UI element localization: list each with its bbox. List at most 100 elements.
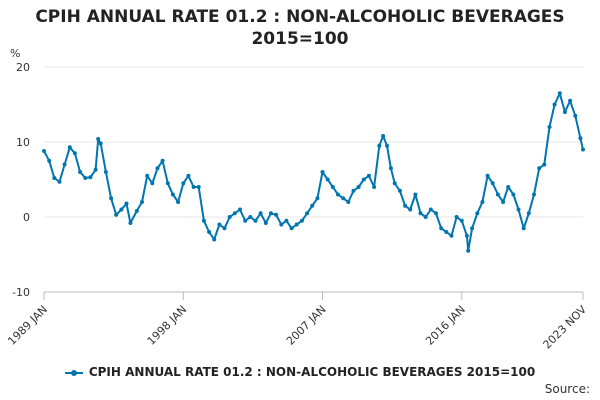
data-point — [289, 226, 294, 231]
data-point — [439, 226, 444, 231]
data-point — [140, 200, 144, 204]
data-point — [217, 222, 222, 227]
data-point — [248, 215, 253, 219]
data-point — [170, 192, 175, 197]
data-point — [72, 151, 77, 156]
data-point — [490, 181, 495, 186]
x-tick-label: 2023 NOV — [541, 303, 590, 352]
data-point — [186, 173, 191, 178]
data-point — [83, 176, 88, 180]
data-point — [279, 222, 284, 227]
y-axis-label: % — [10, 47, 20, 60]
data-point — [315, 196, 320, 201]
data-point — [351, 188, 356, 193]
data-point — [165, 181, 170, 186]
data-point — [495, 192, 500, 197]
data-point — [253, 218, 258, 223]
data-point — [212, 237, 217, 242]
data-point — [67, 145, 72, 150]
data-point — [160, 158, 165, 163]
data-point — [284, 218, 289, 223]
data-point — [47, 158, 52, 163]
data-point — [191, 185, 196, 189]
data-point — [547, 125, 552, 129]
data-point — [470, 226, 475, 231]
data-point — [459, 218, 464, 223]
data-point — [557, 91, 562, 96]
legend[interactable]: CPIH ANNUAL RATE 01.2 : NON-ALCOHOLIC BE… — [0, 365, 600, 379]
legend-swatch — [64, 369, 83, 376]
data-point — [568, 98, 573, 103]
data-point — [480, 200, 485, 204]
data-point — [377, 143, 382, 148]
data-point — [341, 196, 346, 201]
data-point — [330, 185, 335, 189]
data-point — [372, 185, 377, 189]
data-point — [454, 215, 459, 219]
data-point — [466, 248, 471, 253]
data-point — [485, 173, 490, 178]
chart-title-line-2: 2015=100 — [251, 29, 349, 49]
data-point — [366, 173, 371, 178]
data-point — [96, 137, 101, 141]
data-point — [243, 218, 248, 223]
data-point — [93, 167, 98, 172]
data-point — [238, 207, 242, 212]
data-point — [392, 181, 397, 186]
data-point — [103, 170, 108, 174]
data-point — [537, 166, 542, 171]
data-point — [501, 200, 506, 204]
data-point — [134, 209, 139, 213]
data-point — [52, 176, 57, 180]
data-point — [145, 173, 150, 178]
x-tick-label: 1989 JAN — [5, 303, 50, 348]
data-point — [155, 166, 160, 171]
data-point — [581, 147, 585, 152]
x-tick-label: 1998 JAN — [145, 303, 190, 348]
y-tick-label: 10 — [16, 136, 30, 149]
chart-title: CPIH ANNUAL RATE 01.2 : NON-ALCOHOLIC BE… — [0, 6, 600, 50]
x-tick-label: 2007 JAN — [284, 303, 329, 348]
data-point — [428, 207, 433, 212]
data-point — [124, 201, 129, 206]
data-point — [176, 200, 181, 204]
data-point — [310, 203, 315, 208]
data-point — [552, 102, 557, 107]
data-point — [114, 212, 119, 217]
data-point — [413, 192, 418, 197]
legend-label: CPIH ANNUAL RATE 01.2 : NON-ALCOHOLIC BE… — [88, 365, 536, 379]
y-tick-label: 0 — [23, 211, 30, 224]
data-point — [578, 136, 583, 141]
data-point — [196, 185, 201, 189]
data-point — [62, 162, 67, 167]
data-point — [57, 179, 62, 184]
data-point — [516, 207, 521, 212]
data-point — [263, 221, 268, 225]
data-point — [506, 185, 511, 189]
data-point — [222, 226, 227, 231]
y-tick-label: 20 — [16, 61, 30, 74]
data-point — [542, 162, 547, 167]
data-point — [562, 110, 567, 114]
data-point — [268, 211, 273, 216]
data-point — [403, 203, 408, 208]
data-point — [444, 230, 449, 234]
data-point — [42, 149, 46, 153]
data-point — [150, 181, 155, 186]
data-point — [305, 211, 310, 216]
chart-title-line-1: CPIH ANNUAL RATE 01.2 : NON-ALCOHOLIC BE… — [35, 7, 565, 27]
data-point — [381, 134, 386, 138]
data-point — [418, 211, 423, 216]
data-point — [511, 192, 516, 197]
data-point — [207, 230, 212, 234]
data-point — [181, 181, 186, 186]
data-point — [88, 175, 93, 180]
data-point — [258, 211, 263, 216]
data-point — [320, 170, 325, 174]
data-point — [274, 212, 279, 217]
data-point — [294, 222, 299, 227]
data-point — [232, 211, 237, 216]
data-point — [388, 166, 393, 171]
data-point — [385, 143, 389, 148]
